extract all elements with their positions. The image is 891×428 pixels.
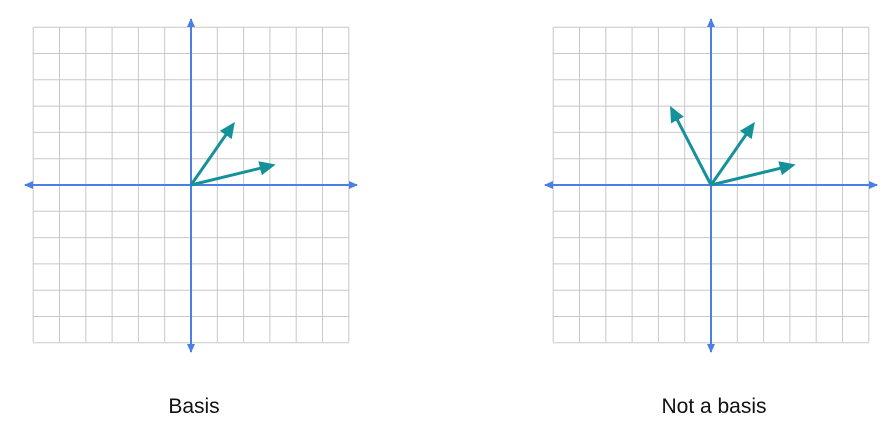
basis-panel: Basis	[14, 0, 374, 428]
vector-arrow-2	[709, 121, 755, 186]
vector-arrow-3	[710, 161, 796, 187]
caption-basis: Basis	[168, 395, 220, 418]
caption-not-a-basis: Not a basis	[661, 395, 767, 418]
not-a-basis-panel: Not a basis	[534, 0, 891, 428]
coordinate-plane-basis	[24, 18, 358, 353]
vector-arrow-2	[190, 161, 276, 187]
vector-arrow-1	[189, 121, 235, 186]
vector-arrow-1	[670, 105, 713, 186]
coordinate-plane-not-a-basis	[544, 18, 878, 353]
